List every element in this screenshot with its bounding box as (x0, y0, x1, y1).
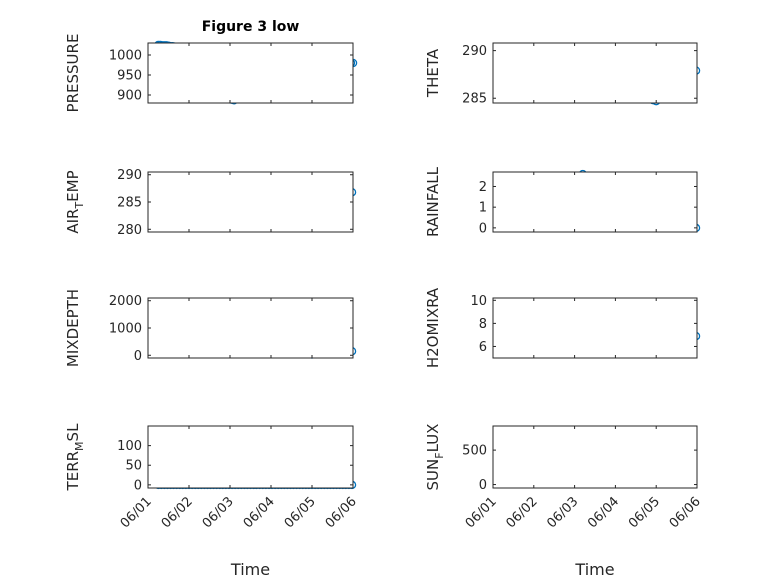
axes-frame (147, 297, 354, 359)
subplot-mixdepth: 0 1000 2000 MIXDEPTH (64, 289, 357, 367)
y-tick-label: 290 (462, 44, 487, 59)
y-tick-label: 8 (479, 317, 487, 332)
axes-frame (492, 171, 698, 233)
y-tick-label: 285 (462, 92, 487, 107)
axes-frame (147, 425, 354, 489)
x-axis-label: Time (574, 560, 614, 579)
y-tick-label: 0 (134, 349, 142, 364)
y-axis-label: PRESSURE (64, 34, 82, 113)
subplot-terr-msl: 0 50 100 06/01 06/02 06/03 06/04 06/05 06/06 Time… (64, 423, 360, 579)
x-tick-label: 06/04 (241, 494, 278, 531)
axes-frame (147, 171, 354, 233)
y-tick-label: 2000 (109, 294, 142, 309)
y-tick-label: 0 (134, 478, 142, 493)
x-tick-label: 06/02 (504, 494, 541, 531)
subplot-sun-flux: 0 500 06/01 06/02 06/03 06/04 06/05 06/06 Time SU… (424, 424, 704, 579)
y-tick-label: 100 (117, 439, 142, 454)
y-tick-label: 1000 (109, 322, 142, 337)
y-axis-label: THETA (424, 48, 442, 98)
y-tick-label: 280 (117, 223, 142, 238)
y-tick-label: 900 (117, 89, 142, 104)
y-axis-label: H2OMIXRA (424, 287, 442, 368)
axes-frame (492, 42, 698, 104)
y-axis-label: TERRMSL (64, 423, 86, 492)
y-tick-label: 0 (479, 221, 487, 236)
x-tick-label: 06/01 (118, 494, 155, 531)
axes-frame (492, 297, 698, 359)
y-tick-label: 1000 (109, 49, 142, 64)
x-tick-label: 06/06 (323, 494, 360, 531)
y-tick-label: 500 (462, 444, 487, 459)
x-tick-label: 06/05 (626, 494, 663, 531)
y-tick-label: 950 (117, 69, 142, 84)
y-axis-label: RAINFALL (424, 166, 442, 237)
subplot-pressure: 900 950 1000 PRESSURE Figure 3 low (64, 19, 358, 113)
y-tick-label: 0 (479, 478, 487, 493)
x-tick-label: 06/06 (667, 494, 704, 531)
y-tick-label: 50 (125, 459, 142, 474)
y-axis-label: MIXDEPTH (64, 289, 82, 367)
x-tick-label: 06/01 (463, 494, 500, 531)
x-tick-label: 06/04 (585, 494, 622, 531)
y-tick-label: 6 (479, 340, 487, 355)
subplot-h2omixra: 6 8 10 H2OMIXRA (424, 287, 701, 368)
y-tick-label: 285 (117, 196, 142, 211)
axes-frame (147, 42, 354, 104)
y-tick-label: 1 (479, 201, 487, 216)
y-axis-label: AIRTEMP (64, 170, 86, 233)
y-tick-label: 10 (470, 294, 487, 309)
subplot-theta: 285 290 THETA (424, 42, 701, 107)
y-axis-label: SUNFLUX (424, 424, 446, 491)
x-axis-label: Time (230, 560, 270, 579)
x-tick-label: 06/03 (544, 494, 581, 531)
x-tick-label: 06/05 (282, 494, 319, 531)
subplot-air-temp: 280 285 290 AIRTEMP (64, 168, 357, 238)
axes-frame (492, 425, 698, 489)
x-tick-label: 06/03 (200, 494, 237, 531)
y-tick-label: 2 (479, 180, 487, 195)
chart-title: Figure 3 low (202, 19, 300, 35)
subplot-rainfall: 0 1 2 RAINFALL (424, 166, 701, 237)
y-tick-label: 290 (117, 168, 142, 183)
x-tick-label: 06/02 (159, 494, 196, 531)
